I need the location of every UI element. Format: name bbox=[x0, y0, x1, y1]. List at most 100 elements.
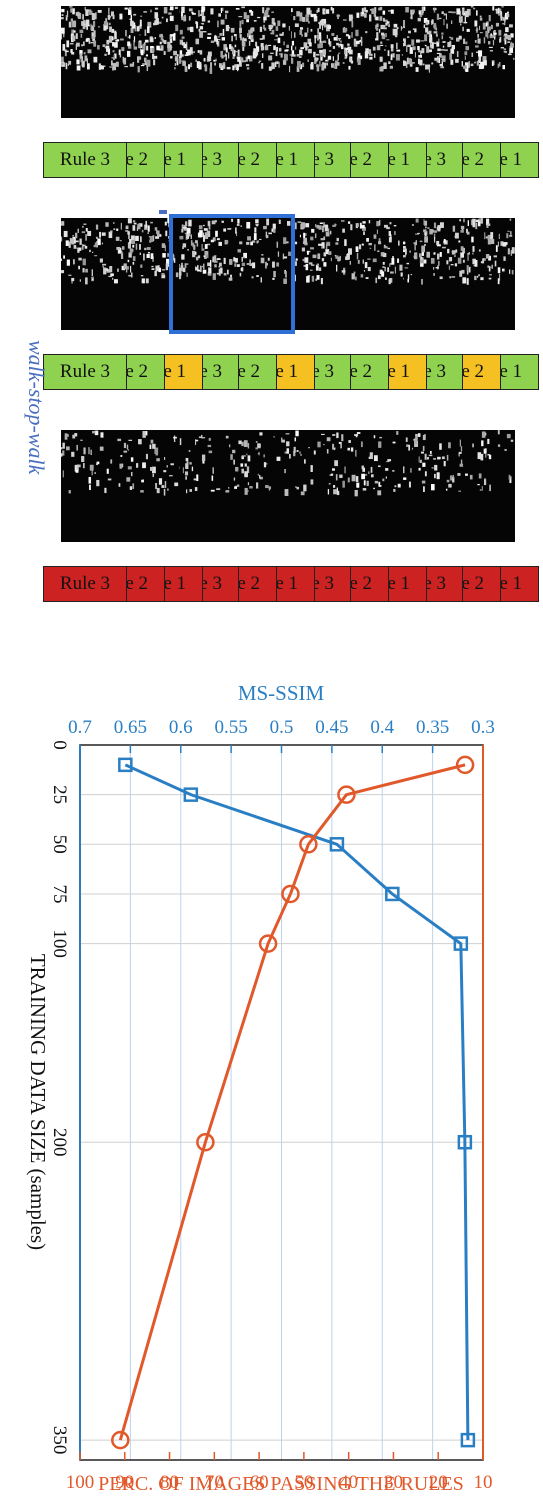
spectrogram-pixel bbox=[69, 6, 73, 8]
spectrogram-pixel bbox=[218, 265, 220, 268]
spectrogram-pixel bbox=[436, 240, 440, 246]
spectrogram-pixel bbox=[294, 222, 297, 230]
spectrogram-pixel bbox=[79, 53, 83, 59]
spectrogram-pixel bbox=[449, 53, 452, 60]
spectrogram-pixel bbox=[414, 28, 417, 33]
data-point-square bbox=[329, 837, 345, 852]
spectrogram-pixel bbox=[234, 64, 237, 68]
spectrogram-pixel bbox=[84, 55, 88, 62]
spectrogram-pixel bbox=[330, 230, 332, 235]
spectrogram-pixel bbox=[438, 57, 441, 64]
spectrogram-pixel bbox=[350, 224, 353, 231]
spectrogram-pixel bbox=[127, 41, 131, 47]
spectrogram-pixel bbox=[437, 456, 441, 460]
spectrogram-pixel bbox=[167, 253, 170, 257]
spectrogram-pixel bbox=[170, 46, 173, 49]
spectrogram-pixel bbox=[316, 275, 320, 280]
spectrogram-pixel bbox=[156, 487, 160, 494]
data-point-circle bbox=[281, 884, 300, 904]
spectrogram-pixel bbox=[509, 24, 513, 28]
spectrogram-pixel bbox=[82, 244, 86, 247]
spectrogram-pixel bbox=[431, 62, 434, 65]
spectrogram-pixel bbox=[97, 9, 102, 13]
spectrogram-pixel bbox=[414, 52, 416, 58]
spectrogram-pixel bbox=[93, 30, 96, 38]
spectrogram-pixel bbox=[420, 451, 424, 454]
spectrogram-pixel bbox=[127, 259, 130, 263]
spectrogram-pixel bbox=[245, 56, 248, 62]
spectrogram-pixel bbox=[327, 228, 330, 234]
y-right-tick-label: 100 bbox=[66, 1472, 95, 1493]
walk-stop-walk-highlight bbox=[169, 214, 295, 334]
spectrogram-pixel bbox=[419, 240, 423, 243]
spectrogram-pixel bbox=[209, 260, 212, 267]
spectrogram-pixel bbox=[384, 49, 386, 51]
spectrogram-pixel bbox=[158, 267, 162, 273]
spectrogram-thumbnail bbox=[285, 430, 403, 542]
spectrogram-pixel bbox=[292, 218, 295, 225]
spectrogram-pixel bbox=[378, 238, 381, 242]
spectrogram-pixel bbox=[89, 464, 94, 471]
spectrogram-pixel bbox=[503, 256, 506, 261]
spectrogram-pixel bbox=[513, 57, 515, 60]
spectrogram-pixel bbox=[264, 45, 269, 51]
spectrogram-pixel bbox=[477, 38, 481, 44]
spectrogram-pixel bbox=[62, 470, 64, 478]
spectrogram-pixel bbox=[409, 250, 411, 253]
spectrogram-pixel bbox=[402, 255, 406, 258]
spectrogram-pixel bbox=[100, 65, 104, 70]
spectrogram-pixel bbox=[294, 437, 297, 442]
spectrogram-pixel bbox=[507, 11, 509, 14]
spectrogram-pixel bbox=[232, 56, 235, 59]
spectrogram-pixel bbox=[444, 49, 448, 52]
spectrogram-pixel bbox=[470, 6, 474, 8]
spectrogram-pixel bbox=[365, 9, 368, 13]
spectrogram-pixel bbox=[477, 483, 480, 486]
spectrogram-pixel bbox=[338, 37, 340, 42]
spectrogram-pixel bbox=[139, 244, 141, 250]
spectrogram-pixel bbox=[391, 258, 395, 265]
spectrogram-pixel bbox=[317, 43, 322, 49]
spectrogram-pixel bbox=[220, 19, 225, 25]
spectrogram-pixel bbox=[205, 254, 209, 258]
spectrogram-pixel bbox=[478, 25, 481, 31]
spectrogram-pixel bbox=[322, 40, 327, 43]
spectrogram-pixel bbox=[466, 28, 470, 32]
spectrogram-pixel bbox=[83, 19, 85, 26]
spectrogram-pixel bbox=[397, 258, 400, 263]
spectrogram-pixel bbox=[233, 34, 237, 37]
spectrogram-pixel bbox=[378, 485, 382, 487]
spectrogram-pixel bbox=[448, 442, 451, 449]
spectrogram-pixel bbox=[227, 269, 229, 275]
spectrogram-pixel bbox=[223, 61, 226, 64]
spectrogram-pixel bbox=[366, 237, 369, 242]
spectrogram-pixel bbox=[360, 441, 363, 448]
spectrogram-pixel bbox=[375, 16, 379, 21]
spectrogram-pixel bbox=[332, 468, 335, 471]
spectrogram-pixel bbox=[188, 8, 193, 12]
spectrogram-pixel bbox=[256, 240, 260, 243]
spectrogram-pixel bbox=[203, 235, 206, 242]
spectrogram-pixel bbox=[413, 255, 417, 258]
spectrogram-pixel bbox=[288, 454, 291, 459]
data-point-square bbox=[118, 757, 133, 773]
spectrogram-pixel bbox=[504, 34, 509, 40]
spectrogram-pixel bbox=[181, 60, 186, 62]
spectrogram-pixel bbox=[150, 221, 153, 224]
spectrogram-pixel bbox=[193, 478, 197, 481]
spectrogram-pixel bbox=[243, 252, 248, 259]
spectrogram-pixel bbox=[95, 12, 97, 20]
spectrogram-pixel bbox=[144, 61, 147, 66]
spectrogram-pixel bbox=[319, 49, 323, 54]
spectrogram-pixel bbox=[442, 45, 445, 48]
spectrogram-pixel bbox=[463, 218, 465, 223]
spectrogram-pixel bbox=[490, 239, 495, 245]
spectrogram-pixel bbox=[183, 16, 187, 22]
spectrogram-pixel bbox=[483, 478, 487, 486]
spectrogram-pixel bbox=[241, 6, 245, 9]
y-left-tick-label: 0.65 bbox=[114, 717, 147, 738]
spectrogram-pixel bbox=[173, 435, 176, 442]
spectrogram-pixel bbox=[378, 28, 381, 33]
spectrogram-pixel bbox=[431, 42, 434, 49]
